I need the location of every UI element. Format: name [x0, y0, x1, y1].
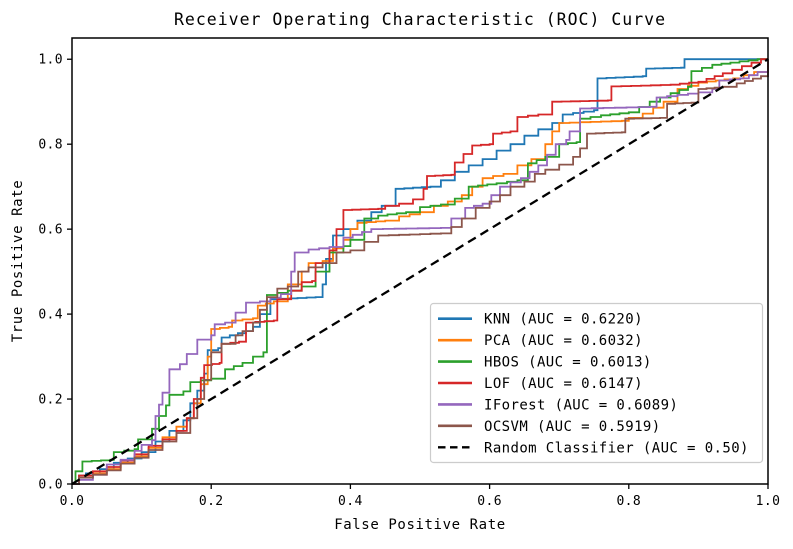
x-tick-label: 0.2: [199, 494, 224, 509]
roc-curve-iforest: [72, 59, 769, 485]
y-tick-label: 1.0: [38, 53, 63, 68]
legend-label: IForest (AUC = 0.6089): [484, 397, 678, 413]
y-tick-label: 0.2: [38, 393, 63, 408]
plot-border: [71, 37, 769, 485]
legend-item-knn: KNN (AUC = 0.6220): [438, 312, 643, 328]
y-tick-label: 0.8: [38, 138, 63, 153]
x-axis: 0.0 0.2 0.4 0.6 0.8 1.0: [60, 484, 781, 509]
roc-curve-pca: [72, 59, 769, 485]
legend-box: [429, 302, 764, 464]
roc-curve-ocsvm: [72, 59, 769, 485]
y-tick-label: 0.4: [38, 308, 63, 323]
legend-item-random-classifier: Random Classifier (AUC = 0.50): [438, 440, 749, 456]
y-axis-label: True Positive Rate: [10, 180, 26, 343]
legend: KNN (AUC = 0.6220) PCA (AUC = 0.6032) HBOS…: [429, 302, 764, 464]
legend-label: KNN (AUC = 0.6220): [484, 312, 643, 328]
legend-label: LOF (AUC = 0.6147): [484, 376, 643, 392]
legend-label: HBOS (AUC = 0.6013): [484, 355, 652, 371]
x-tick-label: 1.0: [756, 494, 781, 509]
x-axis-label: False Positive Rate: [334, 517, 506, 533]
y-tick-label: 0.6: [38, 223, 63, 238]
x-tick-label: 0.0: [60, 494, 85, 509]
legend-label: OCSVM (AUC = 0.5919): [484, 419, 661, 435]
x-tick-label: 0.4: [338, 494, 363, 509]
legend-label: PCA (AUC = 0.6032): [484, 333, 643, 349]
x-tick-label: 0.8: [616, 494, 641, 509]
roc-curve-random-classifier: [71, 58, 769, 485]
roc-curve-hbos: [72, 58, 768, 485]
legend-item-ocsvm: OCSVM (AUC = 0.5919): [438, 419, 661, 435]
legend-item-lof: LOF (AUC = 0.6147): [438, 376, 643, 392]
legend-item-pca: PCA (AUC = 0.6032): [438, 333, 643, 349]
chart-title: Receiver Operating Characteristic (ROC) …: [174, 10, 666, 29]
legend-label: Random Classifier (AUC = 0.50): [484, 440, 749, 456]
x-tick-label: 0.6: [477, 494, 502, 509]
legend-item-hbos: HBOS (AUC = 0.6013): [438, 355, 652, 371]
y-axis: 0.0 0.2 0.4 0.6 0.8 1.0: [38, 53, 72, 493]
y-tick-label: 0.0: [38, 478, 63, 493]
roc-curves: [71, 58, 769, 485]
legend-item-iforest: IForest (AUC = 0.6089): [438, 397, 678, 413]
